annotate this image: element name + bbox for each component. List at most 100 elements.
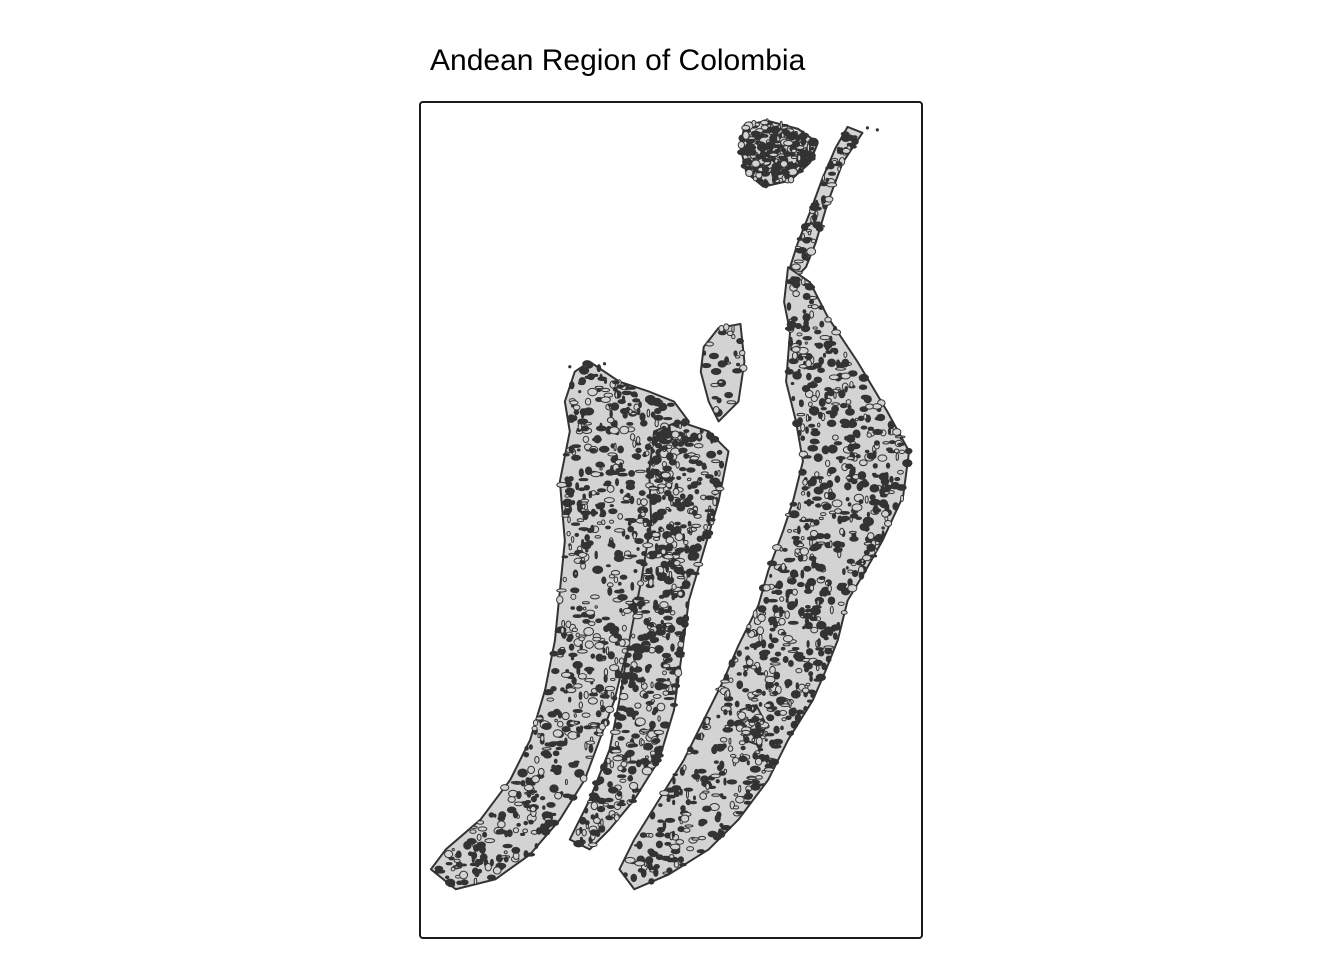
- terrain-contour: [604, 705, 615, 714]
- terrain-contour: [782, 656, 789, 664]
- terrain-contour: [679, 585, 690, 590]
- terrain-contour: [690, 502, 695, 506]
- terrain-contour: [523, 751, 530, 758]
- terrain-contour: [803, 319, 809, 328]
- terrain-contour: [755, 736, 763, 746]
- terrain-contour: [887, 420, 895, 430]
- terrain-contour: [800, 423, 806, 432]
- terrain-contour: [681, 418, 688, 427]
- terrain-contour: [789, 161, 794, 170]
- terrain-contour: [564, 494, 570, 498]
- terrain-contour: [741, 124, 751, 131]
- terrain-contour: [527, 765, 535, 775]
- terrain-contour: [751, 698, 759, 702]
- terrain-contour: [711, 489, 720, 495]
- terrain-contour: [780, 725, 784, 731]
- terrain-contour: [611, 695, 618, 701]
- terrain-contour: [643, 645, 651, 653]
- terrain-contour: [738, 350, 746, 356]
- terrain-contour: [683, 429, 690, 433]
- terrain-contour: [582, 606, 587, 611]
- terrain-contour: [646, 630, 657, 639]
- terrain-contour: [661, 461, 667, 468]
- terrain-contour: [675, 677, 680, 686]
- terrain-contour: [657, 544, 668, 550]
- terrain-contour: [885, 462, 891, 469]
- terrain-contour: [682, 499, 692, 507]
- terrain-contour: [845, 475, 852, 480]
- terrain-contour: [715, 779, 720, 784]
- terrain-contour: [858, 571, 865, 580]
- terrain-contour: [629, 781, 639, 791]
- terrain-contour: [790, 720, 798, 729]
- terrain-contour: [659, 790, 670, 797]
- terrain-contour: [434, 869, 446, 874]
- terrain-contour: [897, 442, 905, 446]
- terrain-contour: [520, 779, 526, 787]
- terrain-contour: [676, 476, 682, 480]
- terrain-contour: [762, 584, 771, 592]
- terrain-contour: [624, 534, 630, 540]
- terrain-contour: [812, 496, 822, 501]
- terrain-contour: [742, 130, 750, 140]
- terrain-contour: [838, 389, 846, 399]
- terrain-contour: [810, 395, 818, 403]
- terrain-contour: [561, 619, 566, 628]
- terrain-contour: [742, 158, 753, 166]
- terrain-contour: [579, 774, 588, 783]
- terrain-contour: [710, 382, 720, 388]
- terrain-contour: [791, 346, 801, 353]
- terrain-contour: [784, 175, 790, 179]
- terrain-contour: [680, 524, 687, 529]
- terrain-contour: [672, 691, 678, 695]
- terrain-contour: [736, 680, 744, 690]
- terrain-contour: [627, 766, 637, 775]
- terrain-contour: [593, 731, 599, 736]
- terrain-contour: [653, 516, 659, 523]
- terrain-contour: [624, 672, 634, 680]
- terrain-contour: [607, 452, 618, 457]
- terrain-contour: [644, 443, 652, 451]
- terrain-contour: [837, 601, 845, 606]
- terrain-contour: [564, 487, 575, 495]
- terrain-contour: [672, 776, 676, 785]
- terrain-contour: [488, 812, 495, 818]
- terrain-contour: [608, 508, 618, 515]
- terrain-contour: [663, 696, 675, 701]
- terrain-contour: [769, 627, 776, 632]
- terrain-contour: [881, 510, 890, 518]
- terrain-contour: [587, 799, 594, 804]
- terrain-contour: [746, 658, 754, 667]
- terrain-contour: [789, 510, 800, 519]
- terrain-contour: [757, 613, 766, 623]
- terrain-contour: [627, 525, 635, 533]
- terrain-contour: [627, 521, 632, 526]
- terrain-contour: [728, 659, 736, 668]
- terrain-contour: [520, 832, 526, 836]
- terrain-contour: [634, 717, 646, 727]
- terrain-contour: [614, 722, 623, 730]
- terrain-contour: [785, 715, 792, 721]
- terrain-contour: [790, 730, 795, 736]
- terrain-contour: [738, 755, 748, 763]
- terrain-contour: [632, 439, 637, 448]
- terrain-contour: [579, 725, 584, 731]
- terrain-contour: [812, 605, 822, 609]
- terrain-contour: [742, 688, 750, 693]
- terrain-contour: [839, 541, 846, 548]
- terrain-contour: [838, 455, 843, 464]
- terrain-contour: [670, 526, 677, 536]
- terrain-contour: [724, 391, 734, 399]
- terrain-contour: [787, 649, 799, 653]
- terrain-contour: [682, 764, 687, 772]
- terrain-contour: [661, 855, 670, 861]
- terrain-contour: [514, 801, 524, 807]
- terrain-contour: [573, 409, 580, 416]
- terrain-contour: [553, 767, 561, 776]
- terrain-contour: [646, 663, 652, 669]
- terrain-contour: [706, 450, 717, 459]
- terrain-contour: [578, 468, 584, 478]
- terrain-contour: [617, 581, 622, 586]
- terrain-contour: [522, 828, 529, 834]
- terrain-contour: [534, 755, 540, 764]
